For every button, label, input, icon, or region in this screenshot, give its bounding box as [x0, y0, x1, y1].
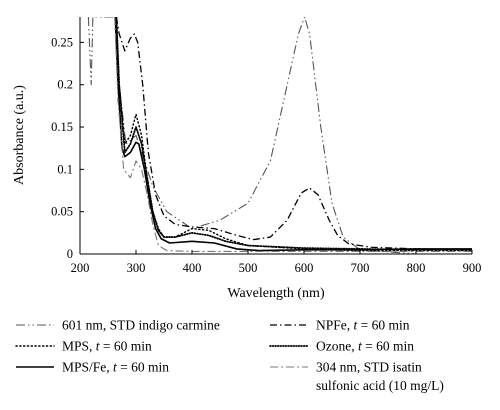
legend-label: MPS/Fe, t = 60 min	[62, 360, 169, 375]
y-tick-label: 0.1	[57, 162, 73, 176]
x-tick-label: 600	[295, 261, 314, 275]
x-ticks: 200 300 400 500 600 700 800 900	[71, 250, 482, 275]
legend-label: Ozone, t = 60 min	[316, 339, 414, 354]
y-tick-label: 0.15	[51, 120, 73, 134]
y-ticks: 0 0.05 0.1 0.15 0.2 0.25	[51, 35, 84, 261]
legend-label-line2: sulfonic acid (10 mg/L)	[316, 378, 444, 393]
legend-label: 304 nm, STD isatin	[316, 360, 422, 375]
y-tick-label: 0.25	[51, 35, 73, 49]
y-tick-label: 0.2	[57, 78, 73, 92]
legend: 601 nm, STD indigo carmine NPFe, t = 60 m…	[15, 318, 444, 393]
x-tick-label: 200	[71, 261, 90, 275]
series-layer	[87, 17, 472, 254]
legend-label: NPFe, t = 60 min	[316, 318, 410, 333]
x-tick-label: 900	[463, 261, 482, 275]
y-tick-label: 0.05	[51, 205, 73, 219]
x-tick-label: 800	[407, 261, 426, 275]
y-tick-label: 0	[67, 247, 73, 261]
series-line-6	[114, 17, 472, 253]
series-line-5	[114, 17, 472, 252]
series-line-4	[115, 17, 472, 251]
x-tick-label: 300	[127, 261, 146, 275]
legend-label: 601 nm, STD indigo carmine	[62, 318, 220, 333]
series-line-1	[87, 17, 472, 254]
x-tick-label: 500	[239, 261, 258, 275]
y-axis-title: Absorbance (a.u.)	[12, 85, 27, 185]
x-axis-title: Wavelength (nm)	[227, 286, 325, 301]
x-tick-label: 400	[183, 261, 202, 275]
x-tick-label: 700	[351, 261, 370, 275]
axes	[79, 17, 472, 255]
series-line-2	[115, 17, 472, 251]
legend-label: MPS, t = 60 min	[62, 339, 152, 354]
